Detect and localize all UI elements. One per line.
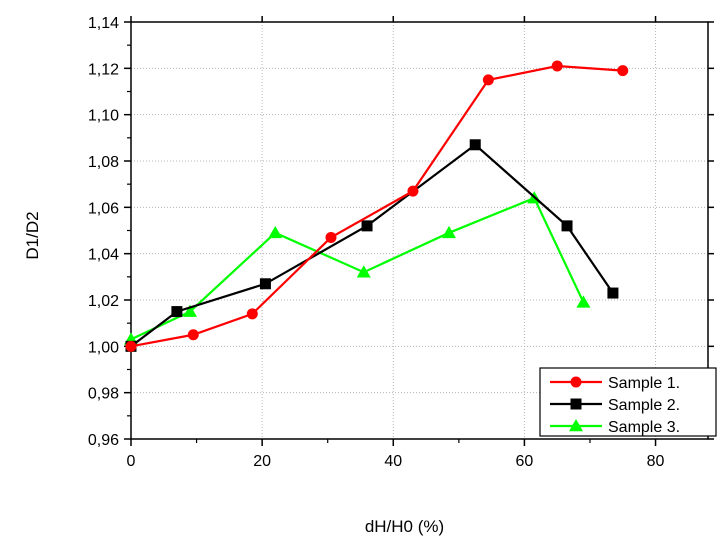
- x-tick-label: 60: [516, 453, 534, 470]
- legend-marker: [570, 398, 582, 410]
- data-point: [407, 185, 419, 197]
- series-square: [125, 139, 619, 352]
- data-point: [356, 265, 371, 278]
- x-axis-title: dH/H0 (%): [365, 517, 444, 536]
- data-point: [551, 60, 563, 72]
- legend-box: [539, 367, 717, 437]
- data-point: [607, 287, 619, 299]
- data-point: [442, 225, 457, 239]
- data-point: [561, 220, 573, 232]
- data-point: [576, 295, 591, 308]
- series-triangle: [124, 191, 591, 345]
- series-lines: [124, 60, 629, 352]
- x-tick-label: 80: [647, 453, 665, 470]
- data-point: [125, 340, 137, 352]
- y-axis-tick-labels: 0,96 0,98 1,00 1,02 1,04 1,06 1,08 1,10 1,12 1,14: [88, 15, 119, 449]
- x-tick-label: 40: [384, 453, 402, 470]
- legend-label: Sample 3.: [608, 419, 680, 436]
- y-tick-label: 0,98: [88, 386, 119, 403]
- legend: Sample 1. Sample 2. Sample 3.: [539, 367, 717, 437]
- series-circle: [125, 60, 629, 352]
- y-tick-label: 1,08: [88, 154, 119, 171]
- axis-ticks: [124, 16, 714, 446]
- y-tick-label: 1,00: [88, 339, 119, 356]
- y-tick-label: 1,10: [88, 108, 119, 125]
- y-tick-label: 1,04: [88, 247, 119, 264]
- data-point: [259, 278, 271, 290]
- y-tick-label: 1,14: [88, 15, 119, 32]
- data-point: [482, 74, 494, 86]
- y-tick-label: 1,02: [88, 293, 119, 310]
- series-line: [130, 196, 585, 341]
- legend-marker: [570, 376, 582, 388]
- data-point: [183, 304, 198, 317]
- data-point: [171, 306, 183, 318]
- legend-label: Sample 1.: [608, 375, 680, 392]
- legend-label: Sample 2.: [608, 397, 680, 414]
- data-point: [187, 329, 199, 341]
- legend-marker: [569, 419, 583, 432]
- y-tick-label: 1,12: [88, 61, 119, 78]
- y-axis-title: D1/D2: [23, 211, 42, 259]
- data-point: [361, 220, 373, 232]
- data-point: [268, 225, 283, 239]
- data-point: [325, 231, 337, 243]
- x-tick-label: 0: [127, 453, 136, 470]
- y-tick-label: 1,06: [88, 200, 119, 217]
- series-line: [130, 143, 614, 348]
- data-point: [617, 65, 629, 77]
- data-point: [246, 308, 258, 320]
- x-tick-label: 20: [253, 453, 271, 470]
- data-point: [469, 139, 481, 151]
- x-axis-tick-labels: 0 20 40 60 80: [127, 453, 665, 470]
- series-line: [130, 64, 623, 348]
- y-tick-label: 0,96: [88, 432, 119, 449]
